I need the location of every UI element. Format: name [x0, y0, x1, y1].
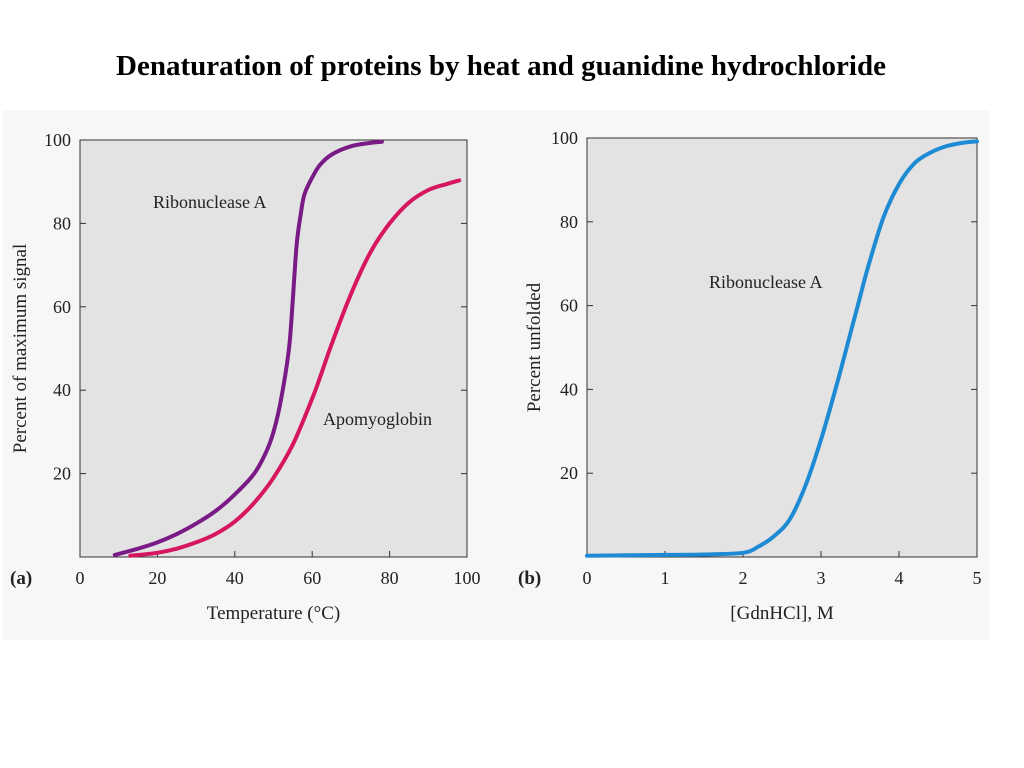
x-axis-title: [GdnHCl], M — [730, 603, 834, 624]
y-axis-title: Percent of maximum signal — [10, 244, 31, 453]
x-tick-label: 4 — [895, 568, 904, 588]
x-tick-label: 2 — [739, 568, 748, 588]
page-title: Denaturation of proteins by heat and gua… — [116, 50, 886, 82]
x-tick-label: 40 — [226, 568, 244, 588]
plot-area-2 — [586, 137, 978, 558]
x-tick-label: 1 — [661, 568, 670, 588]
y-tick-label: 100 — [551, 128, 578, 148]
y-tick-label: 80 — [53, 213, 71, 233]
y-tick-label: 20 — [560, 463, 578, 483]
x-axis-title: Temperature (°C) — [207, 603, 340, 624]
panel-label: (a) — [10, 568, 32, 589]
y-tick-label: 40 — [560, 379, 578, 399]
y-tick-label: 20 — [53, 464, 71, 484]
x-tick-label: 60 — [303, 568, 321, 588]
y-tick-label: 60 — [53, 297, 71, 317]
x-tick-label: 5 — [973, 568, 982, 588]
series-label: Ribonuclease A — [709, 272, 822, 292]
x-tick-label: 0 — [583, 568, 592, 588]
x-tick-label: 0 — [76, 568, 85, 588]
y-tick-label: 60 — [560, 296, 578, 316]
y-tick-label: 100 — [44, 130, 71, 150]
series-label: Ribonuclease A — [153, 192, 266, 212]
x-tick-label: 3 — [817, 568, 826, 588]
panel-label: (b) — [518, 568, 541, 589]
x-tick-label: 20 — [148, 568, 166, 588]
series-line-ribonuclease-a — [585, 139, 979, 558]
y-tick-label: 40 — [53, 380, 71, 400]
series-line-apomyoglobin — [128, 178, 462, 558]
x-tick-label: 80 — [381, 568, 399, 588]
y-tick-label: 80 — [560, 212, 578, 232]
x-tick-label: 100 — [454, 568, 481, 588]
series-label: Apomyoglobin — [323, 409, 432, 429]
series-line-ribonuclease-a — [112, 139, 384, 557]
y-axis-title: Percent unfolded — [524, 282, 545, 412]
